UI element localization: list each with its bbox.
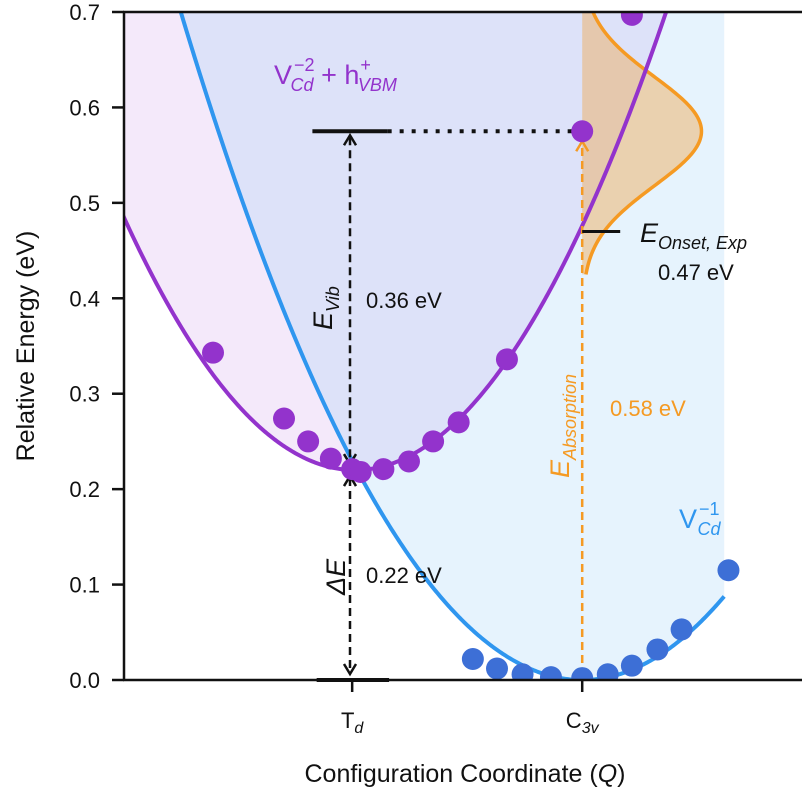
e-absorption-value: 0.58 eV <box>610 396 686 421</box>
shaded-regions <box>124 12 725 680</box>
neutral-state-point <box>511 663 534 680</box>
neutral-state-point <box>620 654 643 677</box>
charged-state-point <box>571 120 594 143</box>
e-onset-label: EOnset, Exp <box>640 218 747 253</box>
y-tick-label: 0.3 <box>69 382 100 407</box>
x-tick-label: C3v <box>566 708 600 737</box>
series-label-charged: V −2 Cd + h+ VBM <box>274 55 397 95</box>
charged-state-region <box>124 12 667 471</box>
y-tick-label: 0.2 <box>69 477 100 502</box>
e-vib-arrow-head-up <box>342 132 358 146</box>
charged-state-point <box>447 411 470 434</box>
charged-state-point <box>297 430 320 453</box>
absorption-profile-line <box>584 12 704 275</box>
neutral-state-point <box>486 657 508 680</box>
y-tick-label: 0.4 <box>69 286 100 311</box>
e-vib-value: 0.36 eV <box>366 288 442 313</box>
neutral-state-point <box>539 666 562 680</box>
y-tick-label: 0.7 <box>69 0 100 25</box>
e-vib-label: EVib <box>308 286 343 330</box>
x-tick-label: Td <box>341 708 364 737</box>
charged-state-point <box>422 430 445 453</box>
charged-state-point <box>397 450 420 473</box>
e-absorption-label: EAbsorption <box>545 374 580 478</box>
neutral-state-point <box>670 618 693 641</box>
charged-state-point <box>319 447 342 470</box>
charged-state-point <box>349 460 372 483</box>
neutral-state-point <box>596 663 619 680</box>
y-tick-label: 0.0 <box>69 668 100 693</box>
delta-e-label: ΔE <box>321 558 351 596</box>
neutral-state-point <box>461 648 484 671</box>
neutral-state-region <box>180 12 725 680</box>
data-points <box>202 12 740 680</box>
y-axis-label: Relative Energy (eV) <box>12 231 40 462</box>
charged-state-point <box>273 407 295 430</box>
neutral-state-point <box>571 667 594 680</box>
series-label-neutral: V −1 Cd <box>679 499 722 539</box>
charged-state-point <box>372 458 395 481</box>
charged-state-point <box>495 348 518 371</box>
absorption-profile-fill <box>582 12 702 275</box>
delta-e-value: 0.22 eV <box>366 563 442 588</box>
x-ticks: Td C3v <box>341 680 600 737</box>
neutral-state-point <box>646 638 669 661</box>
delta-e-arrow-head-down <box>342 663 358 677</box>
y-ticks: 0.0 0.1 0.2 0.3 0.4 0.5 0.6 0.7 <box>69 0 124 693</box>
y-tick-label: 0.1 <box>69 573 100 598</box>
charged-state-point <box>620 12 643 26</box>
charged-state-point <box>202 341 224 364</box>
neutral-state-point <box>717 559 740 582</box>
y-tick-label: 0.5 <box>69 191 100 216</box>
e-onset-value: 0.47 eV <box>658 260 734 285</box>
x-axis-label: Configuration Coordinate (Q) <box>304 760 625 788</box>
y-tick-label: 0.6 <box>69 95 100 120</box>
